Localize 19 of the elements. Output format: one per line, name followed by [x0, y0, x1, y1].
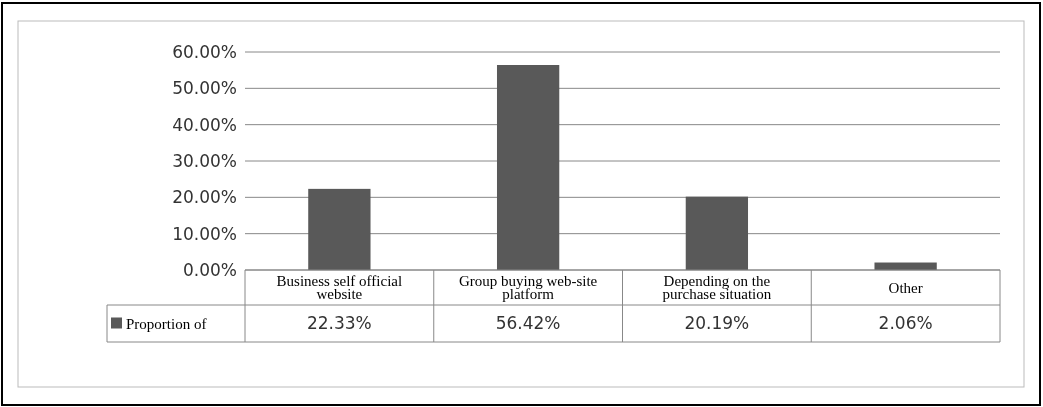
text: 56.42%	[495, 313, 561, 334]
bar	[685, 196, 749, 270]
bar	[496, 65, 560, 270]
y-tick-label: 40.00%	[172, 114, 237, 135]
x-tick-label: Business self official website	[276, 273, 403, 303]
x-tick-label: Depending on the purchase situation	[662, 273, 772, 303]
y-tick-label: 60.00%	[172, 41, 237, 62]
legend-label: Proportion of	[126, 315, 207, 332]
y-tick-label: 0.00%	[182, 259, 237, 280]
y-tick-label: 10.00%	[172, 223, 237, 244]
y-tick-label: 30.00%	[172, 150, 237, 171]
text: 22.33%	[306, 313, 372, 334]
x-tick-label: Group buying web-site platform	[458, 273, 598, 303]
text: 20.19%	[684, 313, 750, 334]
text: 2.06%	[878, 313, 933, 334]
y-tick-label: 20.00%	[172, 187, 237, 208]
y-tick-label: 50.00%	[172, 78, 237, 99]
bar	[308, 188, 371, 270]
x-tick-label: Other	[888, 279, 923, 296]
